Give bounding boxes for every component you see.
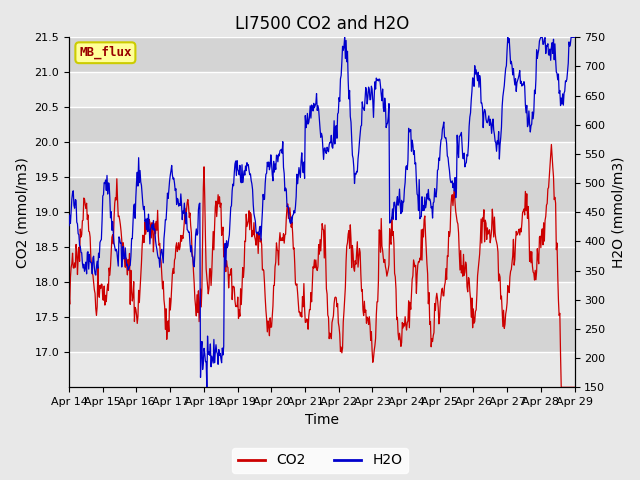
Text: MB_flux: MB_flux [79, 46, 132, 60]
Bar [69, 247, 575, 282]
Bar [69, 282, 575, 317]
Bar [69, 108, 575, 143]
Bar [69, 212, 575, 247]
Bar [69, 317, 575, 352]
Bar [69, 72, 575, 108]
X-axis label: Time: Time [305, 413, 339, 427]
Y-axis label: H2O (mmol/m3): H2O (mmol/m3) [611, 156, 625, 268]
Bar [69, 37, 575, 72]
Bar [69, 177, 575, 212]
Legend: CO2, H2O: CO2, H2O [232, 448, 408, 473]
Title: LI7500 CO2 and H2O: LI7500 CO2 and H2O [235, 15, 409, 33]
Y-axis label: CO2 (mmol/m3): CO2 (mmol/m3) [15, 157, 29, 268]
Bar [69, 143, 575, 177]
